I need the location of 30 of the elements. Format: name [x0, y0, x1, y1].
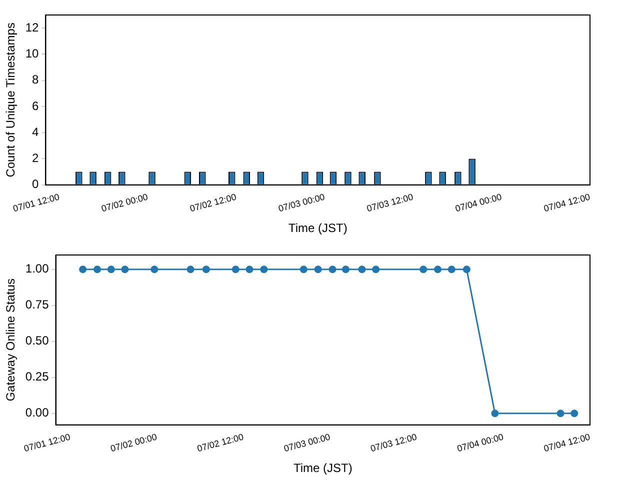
- y-tick-label: 0.50: [25, 334, 50, 348]
- y-tick-label: 0: [32, 177, 40, 192]
- y-tick-label: 1.00: [25, 262, 50, 276]
- x-tick-label: 07/03 00:00: [282, 432, 332, 454]
- x-tick-label: 07/02 12:00: [188, 192, 238, 214]
- y-tick-label: 0.25: [25, 370, 50, 384]
- x-tick-label: 07/04 00:00: [456, 432, 505, 454]
- x-tick-label: 07/04 12:00: [542, 432, 592, 454]
- y-tick-label: 10: [25, 46, 40, 61]
- y-tick-label: 8: [32, 72, 40, 87]
- x-tick-label: 07/01 12:00: [12, 192, 60, 214]
- y-axis-title: Gateway Online Status: [4, 278, 18, 402]
- x-tick-label: 07/02 12:00: [196, 432, 245, 454]
- x-tick-label: 07/03 12:00: [369, 432, 418, 454]
- x-axis-title: Time (JST): [288, 221, 348, 236]
- y-tick-label: 2: [32, 151, 40, 166]
- y-tick-label: 0.75: [25, 298, 50, 312]
- x-tick-label: 07/04 00:00: [454, 192, 503, 214]
- x-tick-label: 07/02 00:00: [109, 432, 158, 454]
- y-tick-label: 0.00: [25, 406, 50, 420]
- x-axis-title: Time (JST): [293, 461, 352, 476]
- x-tick-label: 07/02 00:00: [100, 192, 149, 214]
- x-tick-label: 07/03 00:00: [277, 192, 326, 214]
- x-tick-label: 07/04 12:00: [542, 192, 592, 214]
- y-tick-label: 12: [25, 20, 40, 34]
- y-tick-label: 4: [32, 124, 40, 139]
- x-tick-label: 07/01 12:00: [22, 432, 72, 454]
- y-tick-label: 6: [32, 98, 40, 113]
- y-axis-title: Count of Unique Timestamps: [4, 22, 18, 178]
- x-tick-label: 07/03 12:00: [366, 192, 414, 214]
